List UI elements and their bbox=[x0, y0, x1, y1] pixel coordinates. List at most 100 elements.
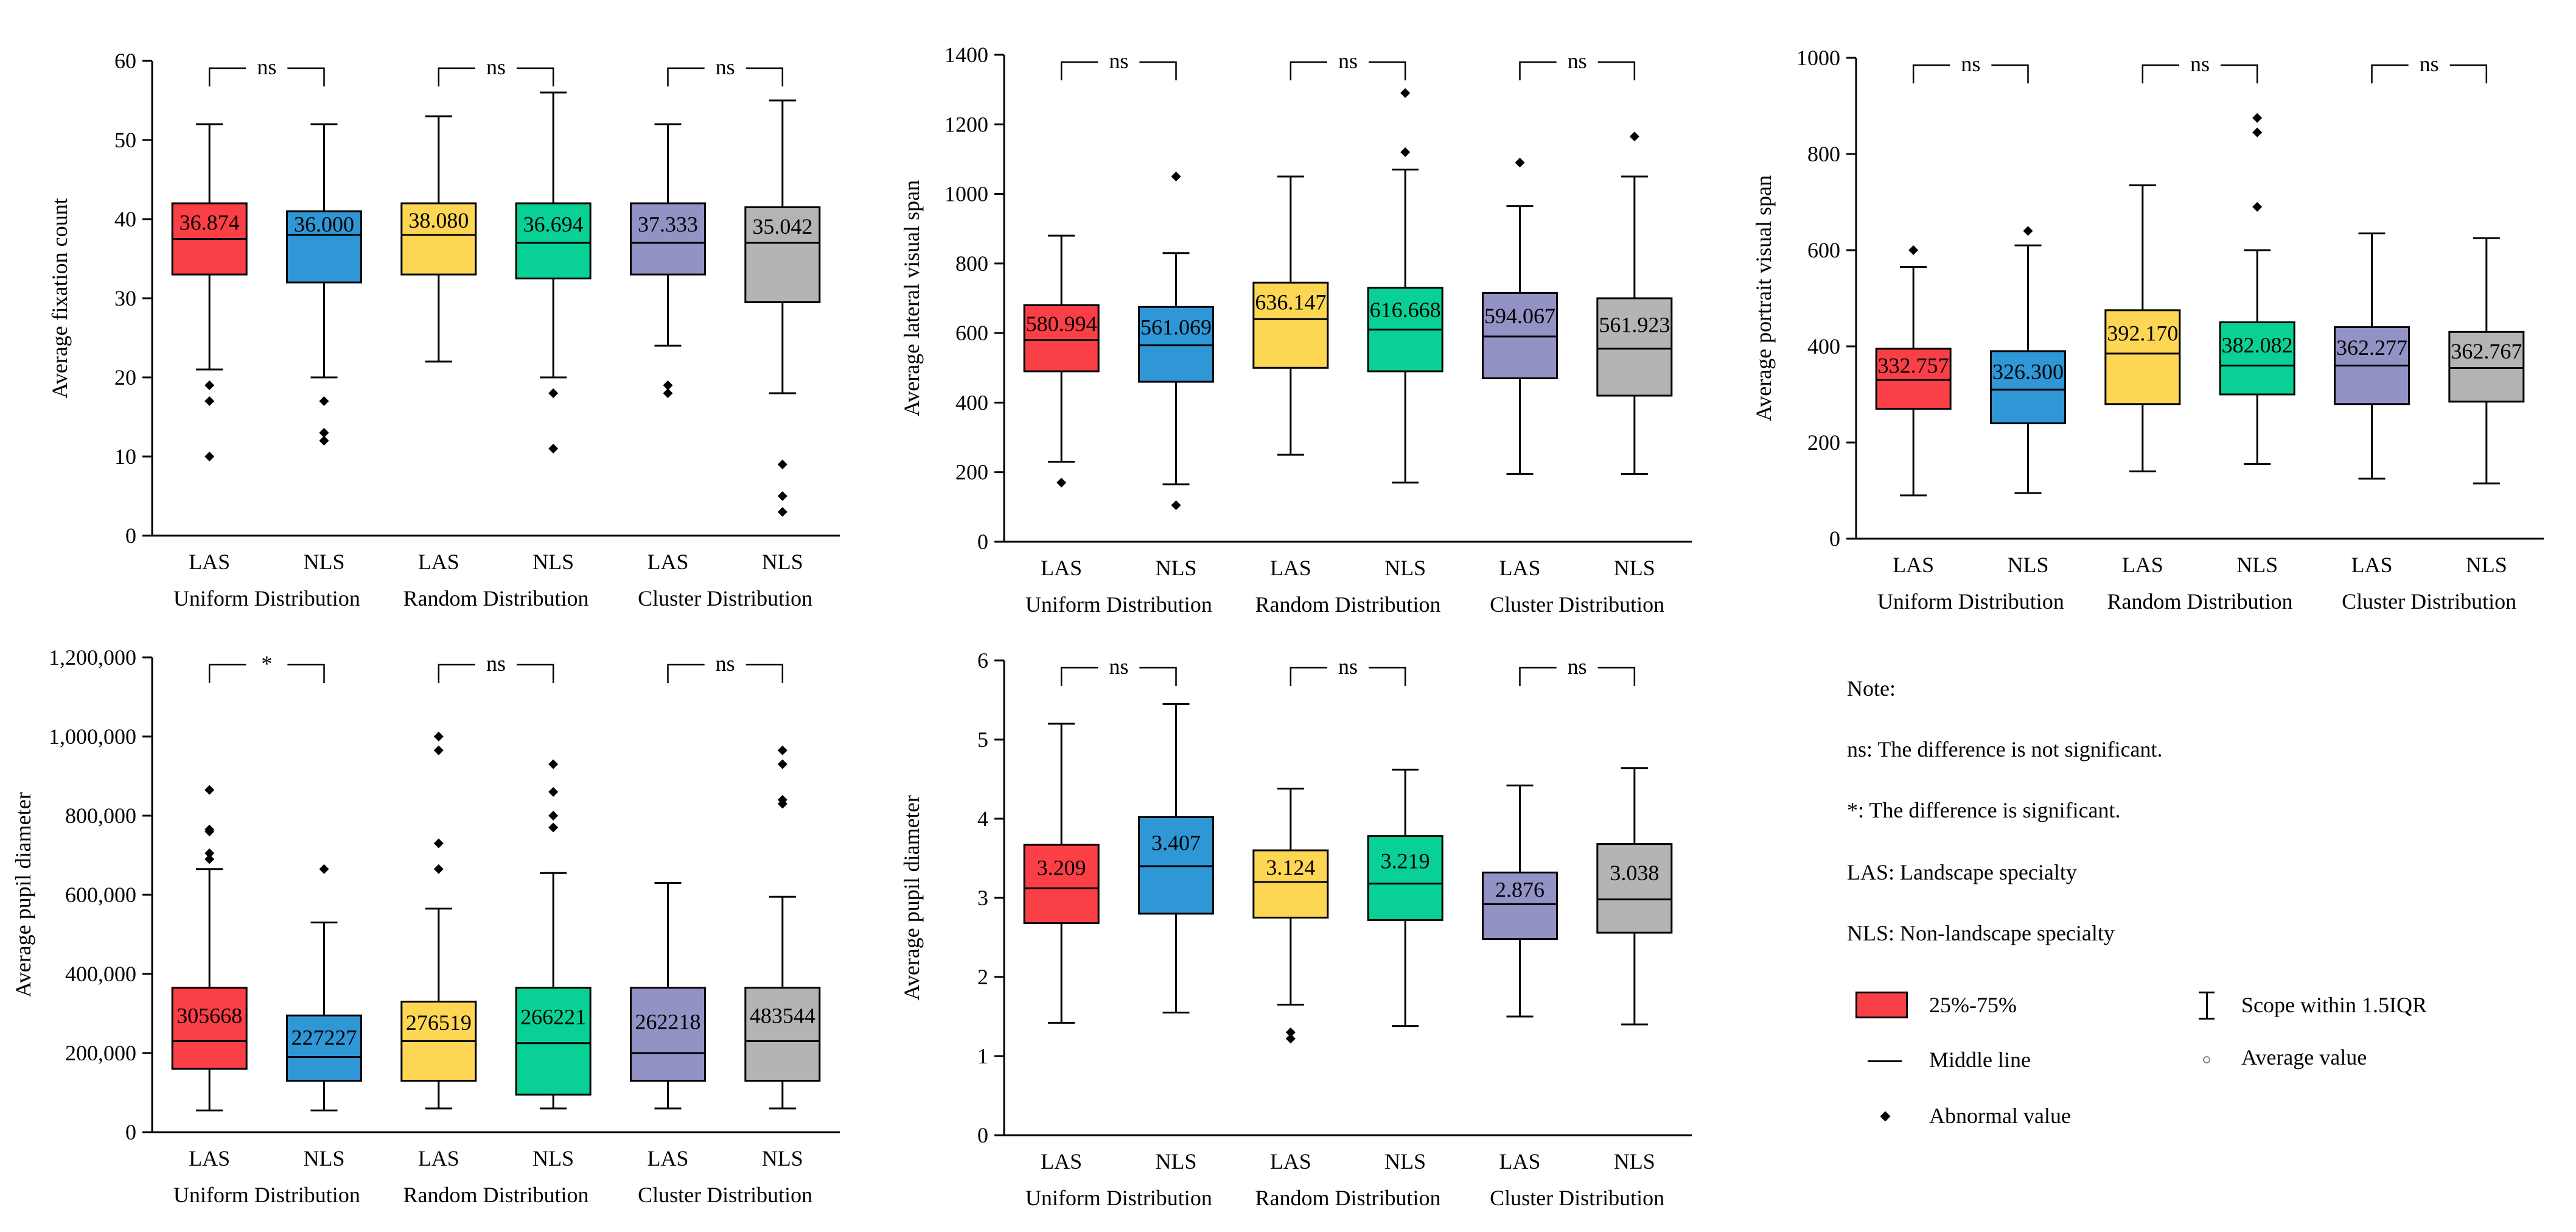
y-tick-label: 1000 bbox=[1796, 46, 1840, 70]
outlier-point bbox=[1629, 131, 1639, 142]
significance-label-bg bbox=[475, 56, 517, 77]
outlier-point bbox=[319, 864, 329, 874]
outlier-point bbox=[1908, 245, 1919, 255]
box-iqr bbox=[1023, 844, 1100, 925]
significance-label-bg bbox=[475, 653, 517, 673]
y-tick-label: 0 bbox=[1829, 527, 1840, 551]
y-tick-label: 1400 bbox=[944, 43, 988, 67]
group-label: Uniform Distribution bbox=[173, 1183, 360, 1207]
y-tick-label: 600,000 bbox=[65, 883, 136, 907]
box-iqr bbox=[1023, 304, 1100, 373]
outlier-point bbox=[1285, 1027, 1296, 1037]
y-tick-label: 0 bbox=[977, 1123, 988, 1147]
chart-panel-3: 0 200 400 600 800 1000 Average portrait visual… bbox=[1751, 46, 2544, 614]
mean-value-label: 636.147 bbox=[1255, 290, 1326, 314]
y-tick-label: 200 bbox=[955, 460, 988, 485]
y-tick-label: 1,200,000 bbox=[49, 645, 136, 670]
y-tick-label: 5 bbox=[977, 727, 988, 752]
mean-value-label: 382.082 bbox=[2222, 333, 2293, 357]
mean-value-label: 227227 bbox=[291, 1025, 357, 1049]
outlier-point bbox=[777, 745, 787, 755]
significance-label-bg bbox=[2179, 53, 2221, 74]
group-label: Cluster Distribution bbox=[638, 1183, 812, 1207]
significance-label: ns bbox=[257, 55, 276, 79]
group-label: Uniform Distribution bbox=[1025, 1186, 1212, 1210]
x-tick-label: NLS bbox=[303, 1146, 344, 1171]
note-las: LAS: Landscape specialty bbox=[1847, 860, 2077, 884]
outlier-point bbox=[204, 380, 215, 390]
y-axis-title: Average fixation count bbox=[47, 198, 72, 398]
x-tick-label: LAS bbox=[1270, 1149, 1311, 1174]
box-iqr bbox=[2448, 331, 2525, 403]
outlier-point bbox=[1400, 147, 1411, 157]
y-tick-label: 1200 bbox=[944, 112, 988, 136]
outlier-point bbox=[548, 811, 559, 821]
mean-value-label: 561.923 bbox=[1599, 312, 1670, 337]
group-label: Random Distribution bbox=[403, 1183, 589, 1207]
box-iqr bbox=[286, 210, 362, 284]
significance-label: ns bbox=[486, 651, 506, 676]
outlier-point bbox=[548, 444, 559, 453]
box-iqr bbox=[2219, 321, 2295, 396]
mean-value-label: 36.694 bbox=[523, 212, 584, 237]
box-iqr bbox=[1875, 348, 1952, 410]
group-label: Cluster Distribution bbox=[1490, 1186, 1664, 1210]
box-iqr bbox=[1252, 281, 1329, 369]
box-iqr bbox=[1252, 849, 1329, 919]
box-swatch-label: 25%-75% bbox=[1929, 993, 2017, 1017]
significance-label-bg bbox=[704, 56, 746, 77]
x-tick-label: NLS bbox=[303, 550, 344, 574]
significance-label-bg bbox=[1327, 656, 1369, 676]
mean-value-label: 3.219 bbox=[1381, 849, 1430, 873]
x-tick-label: NLS bbox=[1155, 556, 1196, 580]
y-axis-title: Average portrait visual span bbox=[1751, 175, 1776, 421]
x-tick-label: NLS bbox=[1614, 556, 1655, 580]
mean-value-label: 616.668 bbox=[1370, 298, 1441, 322]
outlier-point bbox=[663, 380, 673, 390]
significance-label-bg bbox=[1098, 50, 1140, 71]
group-label: Random Distribution bbox=[1255, 1186, 1441, 1210]
y-tick-label: 800 bbox=[1807, 142, 1840, 166]
y-tick-label: 0 bbox=[977, 530, 988, 554]
box-iqr bbox=[515, 987, 592, 1096]
y-tick-label: 400,000 bbox=[65, 962, 136, 986]
outlier-point bbox=[777, 460, 787, 469]
box-iqr bbox=[515, 202, 592, 279]
box-iqr bbox=[630, 202, 706, 276]
x-tick-label: NLS bbox=[532, 1146, 574, 1171]
outlier-point bbox=[1171, 172, 1181, 181]
x-tick-label: LAS bbox=[189, 550, 230, 574]
y-tick-label: 1000 bbox=[944, 182, 988, 206]
significance-label: ns bbox=[1109, 49, 1128, 73]
x-tick-label: LAS bbox=[1270, 556, 1311, 580]
y-tick-label: 800 bbox=[955, 251, 988, 276]
mean-value-label: 305668 bbox=[176, 1004, 242, 1028]
box-iqr bbox=[1367, 835, 1443, 921]
note-title: Note: bbox=[1847, 676, 1896, 701]
x-tick-label: NLS bbox=[1384, 1149, 1426, 1174]
mean-value-label: 2.876 bbox=[1495, 877, 1545, 901]
mean-value-label: 332.757 bbox=[1878, 354, 1949, 378]
outlier-point bbox=[777, 507, 787, 517]
x-tick-label: LAS bbox=[418, 1146, 459, 1171]
significance-label: * bbox=[261, 651, 272, 676]
x-tick-label: NLS bbox=[2007, 553, 2048, 577]
significance-label: ns bbox=[2190, 52, 2210, 76]
outlier-point bbox=[548, 787, 559, 797]
mean-value-label: 362.277 bbox=[2336, 335, 2407, 360]
mean-value-label: 3.124 bbox=[1266, 855, 1315, 880]
y-tick-label: 6 bbox=[977, 648, 988, 673]
mean-swatch-label: Average value bbox=[2241, 1045, 2367, 1069]
outlier-point bbox=[204, 452, 215, 461]
box-iqr bbox=[1596, 843, 1673, 934]
mean-value-label: 594.067 bbox=[1484, 304, 1555, 328]
mean-value-label: 392.170 bbox=[2107, 321, 2178, 345]
outlier-point bbox=[319, 396, 329, 406]
group-label: Random Distribution bbox=[1255, 592, 1441, 617]
significance-label: ns bbox=[1568, 654, 1587, 679]
x-tick-label: NLS bbox=[2236, 553, 2278, 577]
outlier-point bbox=[433, 732, 444, 741]
box-iqr bbox=[1596, 297, 1673, 397]
note-ns: ns: The difference is not significant. bbox=[1847, 737, 2163, 761]
